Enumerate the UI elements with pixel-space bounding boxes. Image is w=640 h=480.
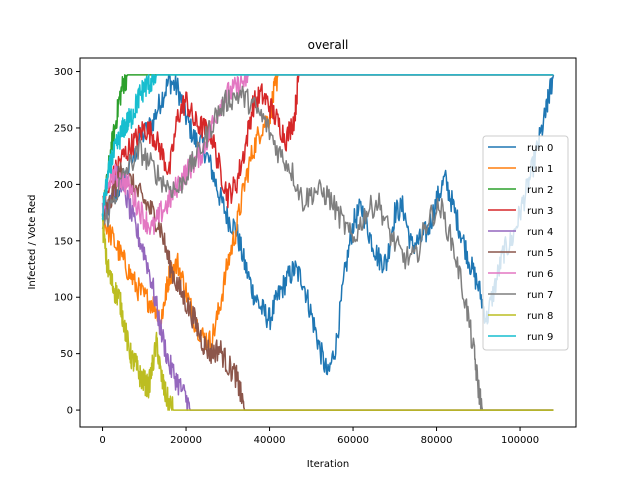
series-layer (101, 74, 555, 411)
x-axis: 0 20000 40000 60000 80000 100000 (99, 427, 539, 446)
chart-title: overall (308, 38, 349, 52)
series-line-run-3 (102, 74, 554, 209)
series-line-run-1 (101, 74, 554, 354)
x-tick-label: 80000 (421, 435, 453, 446)
y-tick-label: 200 (54, 180, 73, 191)
legend-label: run 0 (527, 143, 553, 154)
legend-label: run 7 (527, 290, 553, 301)
legend: run 0 run 1 run 2 run 3 run 4 run 5 run 6 run 7… (482, 135, 569, 351)
x-tick-label: 20000 (170, 435, 202, 446)
x-tick-label: 100000 (501, 435, 539, 446)
series-line-run-6 (101, 74, 554, 236)
series-line-run-8 (102, 215, 554, 411)
x-tick-label: 0 (99, 435, 105, 446)
legend-label: run 4 (527, 227, 553, 238)
y-tick-label: 150 (54, 236, 73, 247)
plot-area (79, 57, 577, 428)
x-tick-label: 60000 (337, 435, 369, 446)
y-tick-label: 250 (54, 123, 73, 134)
legend-label: run 5 (527, 248, 553, 259)
legend-label: run 3 (527, 206, 553, 217)
legend-label: run 1 (527, 164, 553, 175)
legend-label: run 2 (527, 185, 553, 196)
y-tick-label: 300 (54, 67, 73, 78)
y-tick-label: 100 (54, 293, 73, 304)
y-tick-label: 0 (67, 406, 73, 417)
plot-frame (79, 57, 577, 428)
y-tick-label: 50 (60, 349, 73, 360)
series-line-run-7 (101, 85, 554, 411)
legend-label: run 8 (527, 311, 553, 322)
y-axis-label: Infected / Vote Red (27, 194, 38, 289)
legend-label: run 9 (527, 332, 553, 343)
series-line-run-9 (101, 74, 554, 221)
y-axis: 0 50 100 150 200 250 300 (54, 67, 80, 417)
x-axis-label: Iteration (307, 459, 349, 470)
legend-label: run 6 (527, 269, 553, 280)
x-tick-label: 40000 (254, 435, 286, 446)
